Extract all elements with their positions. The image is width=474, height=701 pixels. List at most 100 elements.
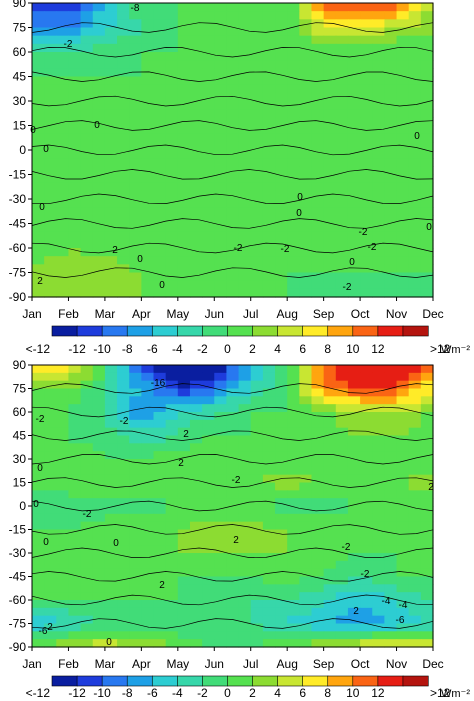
heatmap-cell xyxy=(117,133,130,143)
heatmap-cell xyxy=(250,174,264,184)
heatmap-cell xyxy=(92,513,106,523)
heatmap-cell xyxy=(396,631,410,640)
heatmap-cell xyxy=(214,133,228,143)
heatmap-cell xyxy=(335,35,349,45)
heatmap-cell xyxy=(92,560,106,570)
heatmap-cell xyxy=(347,182,361,192)
heatmap-cell xyxy=(44,288,57,298)
heatmap-cell xyxy=(360,133,373,143)
heatmap-cell xyxy=(323,474,337,484)
heatmap-cell xyxy=(262,84,276,94)
heatmap-cell xyxy=(202,631,215,640)
contour-label: 0 xyxy=(37,463,43,474)
heatmap-cell xyxy=(214,215,228,225)
heatmap-cell xyxy=(92,482,106,491)
heatmap-cell xyxy=(141,3,155,12)
heatmap-cell xyxy=(250,365,264,374)
heatmap-cell xyxy=(226,158,240,167)
heatmap-cell xyxy=(226,372,240,382)
heatmap-cell xyxy=(226,435,240,444)
heatmap-cell xyxy=(311,615,325,625)
heatmap-cell xyxy=(408,451,422,460)
heatmap-cell xyxy=(68,27,82,37)
heatmap-cell xyxy=(44,182,57,192)
contour-line xyxy=(31,500,434,512)
heatmap-cell xyxy=(189,239,203,249)
contour-line xyxy=(31,22,434,33)
y-tick-label: 60 xyxy=(13,45,27,59)
heatmap-cell xyxy=(311,365,325,374)
heatmap-cell xyxy=(92,264,106,274)
heatmap-cell xyxy=(275,490,288,499)
heatmap-cell xyxy=(117,158,130,167)
heatmap-cell xyxy=(153,600,167,609)
heatmap-cell xyxy=(396,3,410,12)
heatmap-cell xyxy=(141,576,155,585)
heatmap-cell xyxy=(275,592,288,601)
heatmap-cell xyxy=(56,174,70,184)
heatmap-cell xyxy=(323,529,337,538)
heatmap-cell xyxy=(68,264,82,274)
heatmap-cell xyxy=(189,101,203,110)
heatmap-cell xyxy=(396,68,410,78)
heatmap-cell xyxy=(420,443,434,452)
heatmap-cell xyxy=(323,545,337,554)
heatmap-cell xyxy=(275,133,288,143)
heatmap-cell xyxy=(287,466,300,476)
heatmap-cell xyxy=(275,68,288,78)
heatmap-cell xyxy=(104,443,118,452)
heatmap-cell xyxy=(287,43,300,53)
heatmap-cell xyxy=(323,584,337,593)
heatmap-cell xyxy=(202,490,215,499)
heatmap-cell xyxy=(408,239,422,249)
heatmap-cell xyxy=(153,498,167,507)
heatmap-cell xyxy=(250,239,264,249)
heatmap-cell xyxy=(129,365,142,374)
heatmap-cell xyxy=(372,223,385,233)
heatmap-cell xyxy=(262,592,276,601)
heatmap-cell xyxy=(189,11,203,20)
heatmap-cell xyxy=(250,43,264,53)
heatmap-cell xyxy=(214,490,228,499)
heatmap-cell xyxy=(275,35,288,45)
heatmap-cell xyxy=(177,537,191,546)
heatmap-cell xyxy=(360,141,373,151)
heatmap-cell xyxy=(372,404,385,413)
heatmap-cell xyxy=(323,199,337,208)
heatmap-cell xyxy=(153,166,167,176)
heatmap-cell xyxy=(141,631,155,640)
heatmap-cell xyxy=(80,256,94,265)
heatmap-cell xyxy=(44,280,57,290)
contour-label: -6 xyxy=(396,615,405,626)
heatmap-cell xyxy=(372,631,385,640)
heatmap-cell xyxy=(360,190,373,200)
heatmap-cell xyxy=(311,150,325,159)
heatmap-cell xyxy=(32,372,45,382)
heatmap-cell xyxy=(32,43,45,53)
heatmap-cell xyxy=(299,412,313,421)
heatmap-cell xyxy=(250,288,264,298)
heatmap-cell xyxy=(287,592,300,601)
heatmap-cell xyxy=(129,109,142,118)
heatmap-cell xyxy=(92,52,106,61)
heatmap-cell xyxy=(129,396,142,405)
heatmap-cell xyxy=(202,498,215,507)
heatmap-cell xyxy=(189,498,203,507)
heatmap-cell xyxy=(117,380,130,390)
heatmap-cell xyxy=(141,125,155,135)
heatmap-cell xyxy=(372,584,385,593)
colorbar-label: -10 xyxy=(93,342,111,356)
heatmap-cell xyxy=(372,84,385,94)
colorbar-label: -4 xyxy=(172,686,183,700)
y-tick-label: -45 xyxy=(9,217,27,231)
heatmap-cell xyxy=(360,615,373,625)
heatmap-cell xyxy=(56,404,70,413)
heatmap-cell xyxy=(287,451,300,460)
heatmap-cell xyxy=(165,615,179,625)
heatmap-cell xyxy=(275,607,288,617)
heatmap-cell xyxy=(165,592,179,601)
contour-label: 2 xyxy=(47,622,53,633)
heatmap-cell xyxy=(275,43,288,53)
heatmap-cell xyxy=(68,576,82,585)
heatmap-cell xyxy=(202,264,215,274)
